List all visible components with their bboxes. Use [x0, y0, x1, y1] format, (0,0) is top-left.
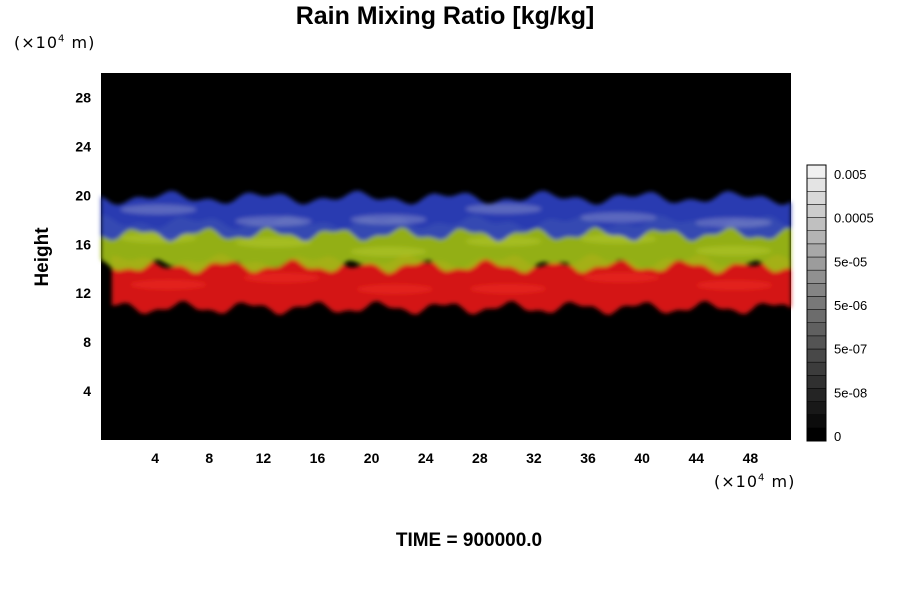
- colorbar-frame: [806, 164, 827, 442]
- x-tick-label: 24: [418, 450, 434, 466]
- colorbar-cell: [806, 256, 827, 271]
- colorbar-cell: [806, 204, 827, 218]
- y-tick-label: 16: [75, 236, 91, 252]
- layer-highlight: [120, 204, 197, 215]
- chart-title: Rain Mixing Ratio [kg/kg]: [295, 2, 595, 30]
- x-tick-label: 16: [310, 450, 326, 466]
- colorbar-cell: [806, 191, 827, 205]
- colorbar-cell: [806, 375, 827, 389]
- colorbar-cell: [806, 309, 827, 323]
- layer-highlight: [580, 212, 657, 223]
- colorbar-cell: [806, 283, 827, 297]
- layer-0: [111, 254, 792, 315]
- layer-highlight: [580, 233, 657, 244]
- colorbar-cell: [806, 269, 827, 284]
- colorbar-label: 5e-07: [834, 342, 867, 357]
- colorbar-cell: [806, 335, 827, 350]
- layer-highlight: [243, 272, 320, 283]
- x-axis-unit: (×104 m): [714, 472, 796, 491]
- time-label: TIME = 900000.0: [395, 530, 543, 551]
- layer-highlight: [465, 203, 542, 214]
- x-tick-label: 4: [151, 450, 159, 466]
- y-tick-label: 4: [83, 383, 91, 399]
- colorbar-cell: [806, 296, 827, 310]
- colorbar-cell: [806, 401, 827, 415]
- x-tick-label: 20: [364, 450, 380, 466]
- y-tick-label: 28: [75, 89, 91, 105]
- layer-highlight: [695, 245, 772, 256]
- layer-highlight: [350, 246, 427, 257]
- layer-highlight: [356, 284, 433, 295]
- y-tick-label: 8: [83, 334, 91, 350]
- colorbar-cell: [806, 414, 827, 429]
- colorbar-cell: [806, 230, 827, 245]
- colorbar-cell: [806, 348, 827, 363]
- layer-highlight: [470, 283, 546, 294]
- x-tick-label: 44: [689, 450, 705, 466]
- x-tick-label: 48: [743, 450, 759, 466]
- colorbar-cell: [806, 322, 827, 337]
- y-axis-unit: (×104 m): [14, 33, 96, 52]
- layer-highlight: [235, 216, 312, 227]
- layer-highlight: [120, 233, 197, 244]
- x-tick-label: 40: [634, 450, 650, 466]
- layer-highlight: [696, 280, 773, 291]
- colorbar-label: 0: [834, 429, 841, 444]
- colorbar-label: 0.0005: [834, 211, 874, 226]
- x-tick-label: 32: [526, 450, 542, 466]
- colorbar-label: 5e-06: [834, 298, 867, 313]
- layer-highlight: [130, 279, 207, 290]
- colorbar-label: 5e-08: [834, 385, 867, 400]
- y-tick-label: 12: [75, 285, 91, 301]
- layer-highlight: [583, 272, 660, 283]
- layer-highlight: [695, 217, 772, 228]
- colorbar-cell: [806, 388, 827, 402]
- y-tick-label: 24: [75, 138, 91, 154]
- y-tick-label: 20: [75, 187, 91, 203]
- layer-highlight: [350, 214, 427, 225]
- x-tick-label: 28: [472, 450, 488, 466]
- colorbar-cell: [806, 217, 827, 231]
- x-tick-label: 12: [256, 450, 272, 466]
- colorbar-label: 5e-05: [834, 254, 867, 269]
- x-tick-label: 36: [580, 450, 596, 466]
- layer-2: [101, 190, 791, 242]
- colorbar-cell: [806, 361, 827, 376]
- layer-highlight: [235, 237, 312, 248]
- colorbar-label: 0.005: [834, 167, 867, 182]
- colorbar-cell: [806, 427, 827, 442]
- layer-highlight: [465, 236, 542, 247]
- x-tick-label: 8: [205, 450, 213, 466]
- colorbar-cell: [806, 243, 827, 258]
- colorbar-cell: [806, 177, 827, 192]
- colorbar-cell: [806, 164, 827, 179]
